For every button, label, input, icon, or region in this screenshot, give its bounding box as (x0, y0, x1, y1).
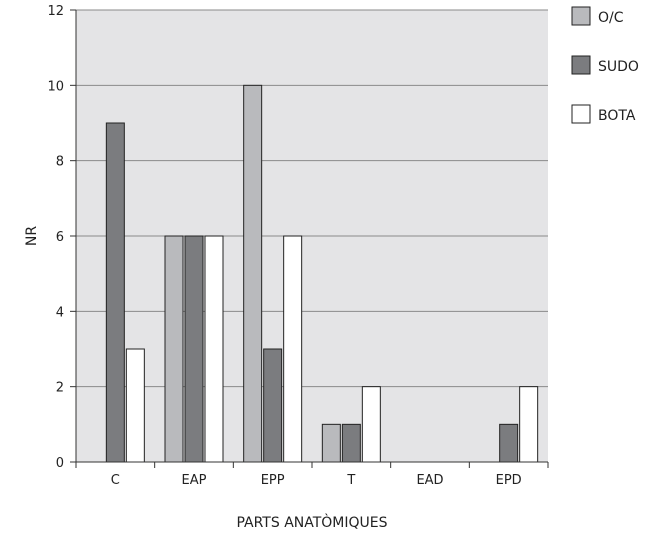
legend-swatch-oc (571, 6, 591, 26)
bar-t-sudo (341, 423, 361, 463)
x-tick-labels: C EAP EPP T EAD EPD (111, 473, 522, 488)
y-axis-title: NR (24, 226, 40, 246)
bar-epd-bota (519, 386, 539, 463)
x-axis-title: PARTS ANATÒMIQUES (236, 513, 387, 531)
bars (105, 84, 539, 463)
legend: O/C SUDO BOTA (571, 6, 639, 124)
x-tick-label: EPD (496, 473, 522, 488)
legend-swatch-bota (571, 104, 591, 124)
y-tick-label: 4 (56, 305, 64, 320)
legend-label-oc: O/C (598, 10, 624, 26)
bar-c-sudo (105, 122, 125, 463)
y-tick-label: 0 (56, 456, 64, 471)
y-tick-label: 6 (56, 230, 64, 245)
bar-eap-bota (204, 235, 224, 463)
legend-label-sudo: SUDO (598, 59, 639, 75)
x-tick-label: EAD (416, 473, 443, 488)
legend-swatch-sudo (571, 55, 591, 75)
bar-epp-bota (283, 235, 303, 463)
y-tick-label: 2 (56, 381, 64, 396)
axes (70, 9, 549, 468)
bar-epp-oc (243, 84, 263, 463)
bar-epp-sudo (263, 348, 283, 463)
bar-t-bota (361, 386, 381, 463)
x-tick-label: EAP (182, 473, 207, 488)
bar-c-bota (125, 348, 145, 463)
bar-eap-sudo (184, 235, 204, 463)
bar-t-oc (321, 423, 341, 463)
x-tick-label: EPP (261, 473, 285, 488)
y-tick-label: 12 (47, 4, 64, 19)
y-tick-label: 10 (47, 79, 64, 94)
x-tick-label: C (111, 473, 120, 488)
bar-epd-sudo (499, 423, 519, 463)
x-tick-label: T (346, 473, 355, 488)
grid-lines (76, 9, 548, 388)
bar-eap-oc (164, 235, 184, 463)
legend-label-bota: BOTA (598, 108, 636, 124)
y-tick-labels: 0 2 4 6 8 10 12 (47, 4, 64, 471)
y-tick-label: 8 (56, 155, 64, 170)
